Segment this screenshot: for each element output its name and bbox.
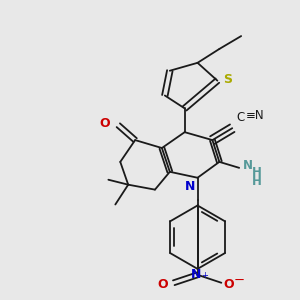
Text: N: N (243, 159, 253, 172)
Text: −: − (233, 274, 244, 287)
Text: H: H (252, 175, 262, 188)
Text: O: O (100, 117, 110, 130)
Text: O: O (157, 278, 168, 291)
Text: +: + (202, 271, 208, 280)
Text: O: O (223, 278, 234, 291)
Text: N: N (190, 268, 201, 281)
Text: C: C (236, 111, 244, 124)
Text: ≡N: ≡N (246, 109, 265, 122)
Text: H: H (252, 166, 262, 179)
Text: S: S (223, 73, 232, 86)
Text: N: N (185, 180, 196, 193)
